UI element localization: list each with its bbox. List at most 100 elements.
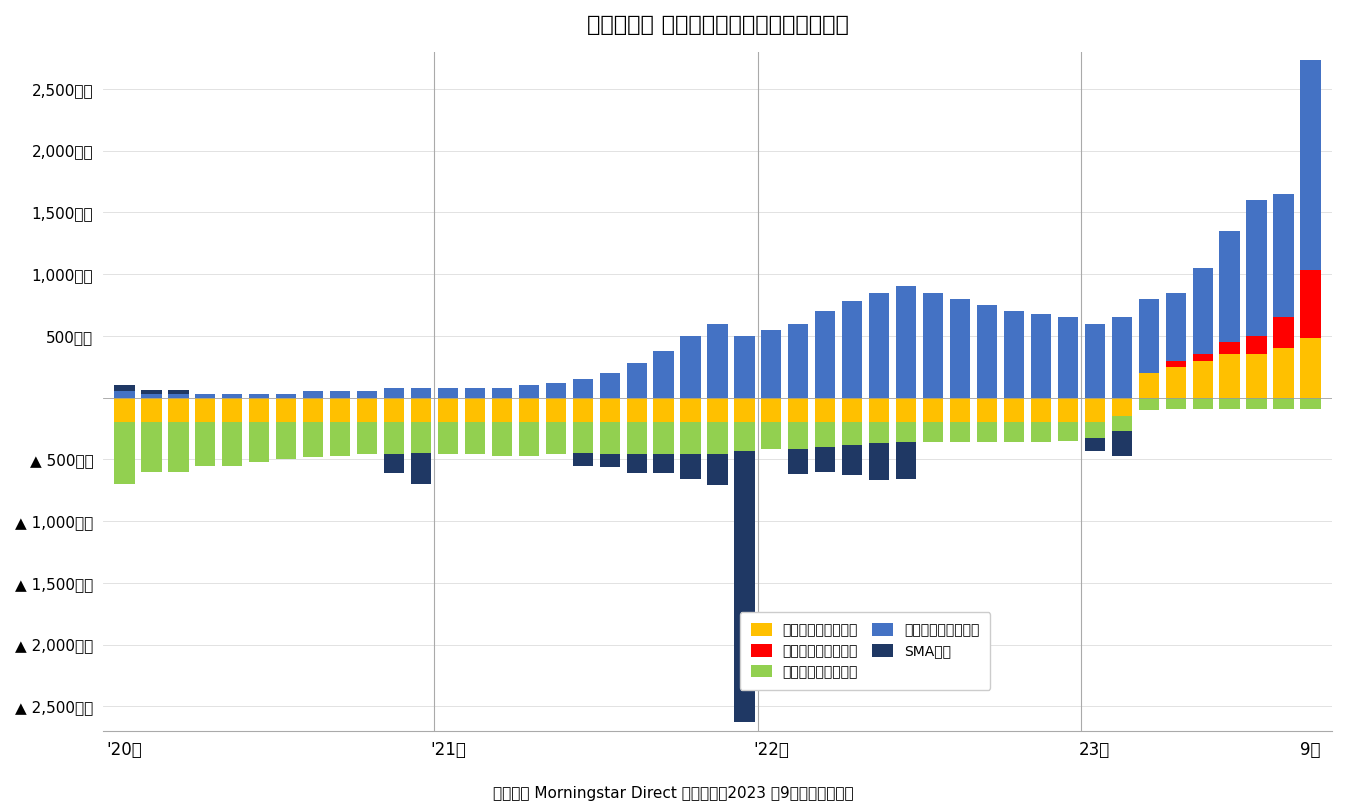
Bar bbox=[141, 394, 162, 397]
Bar bbox=[734, 397, 754, 422]
Bar bbox=[842, 301, 862, 397]
Bar bbox=[599, 455, 620, 467]
Bar bbox=[114, 397, 135, 422]
Bar bbox=[869, 397, 889, 422]
Bar bbox=[761, 422, 781, 450]
Title: 【図表４】 外国債券ファンドの資金流出入: 【図表４】 外国債券ファンドの資金流出入 bbox=[586, 15, 849, 35]
Bar bbox=[168, 394, 189, 397]
Bar bbox=[680, 455, 700, 479]
Bar bbox=[950, 422, 970, 442]
Bar bbox=[357, 422, 377, 455]
Bar bbox=[950, 397, 970, 422]
Bar bbox=[114, 422, 135, 484]
Bar bbox=[734, 451, 754, 722]
Bar bbox=[438, 388, 458, 397]
Bar bbox=[653, 455, 674, 473]
Bar bbox=[1219, 342, 1239, 355]
Bar bbox=[896, 397, 916, 422]
Bar bbox=[249, 422, 269, 462]
Bar bbox=[815, 447, 835, 472]
Bar bbox=[438, 397, 458, 422]
Bar bbox=[492, 397, 512, 422]
Bar bbox=[411, 422, 431, 453]
Bar bbox=[330, 397, 350, 422]
Bar bbox=[1300, 271, 1320, 339]
Bar bbox=[195, 394, 216, 397]
Bar bbox=[330, 422, 350, 455]
Bar bbox=[572, 379, 593, 397]
Bar bbox=[842, 422, 862, 445]
Bar bbox=[1084, 422, 1105, 438]
Bar bbox=[599, 422, 620, 455]
Bar bbox=[384, 455, 404, 473]
Bar bbox=[1111, 318, 1131, 397]
Bar bbox=[707, 397, 727, 422]
Bar bbox=[1030, 314, 1051, 397]
Bar bbox=[653, 351, 674, 397]
Bar bbox=[1111, 397, 1131, 416]
Bar bbox=[195, 397, 216, 422]
Bar bbox=[1246, 200, 1266, 336]
Bar bbox=[788, 450, 808, 474]
Bar bbox=[761, 330, 781, 397]
Bar bbox=[519, 397, 539, 422]
Bar bbox=[896, 442, 916, 479]
Legend: ヘッジなし（既設）, ヘッジなし（新設）, ヘッジあり（既設）, ヘッジあり（新設）, SMA専用: ヘッジなし（既設）, ヘッジなし（新設）, ヘッジあり（既設）, ヘッジあり（新… bbox=[740, 612, 990, 690]
Bar bbox=[546, 422, 566, 455]
Bar bbox=[1057, 397, 1078, 422]
Bar bbox=[249, 397, 269, 422]
Bar bbox=[1192, 268, 1212, 355]
Bar bbox=[384, 422, 404, 455]
Bar bbox=[114, 392, 135, 397]
Bar bbox=[141, 422, 162, 472]
Bar bbox=[599, 397, 620, 422]
Bar bbox=[977, 305, 997, 397]
Bar bbox=[680, 422, 700, 455]
Bar bbox=[1192, 397, 1212, 409]
Bar bbox=[519, 385, 539, 397]
Bar bbox=[842, 397, 862, 422]
Bar bbox=[734, 422, 754, 451]
Bar bbox=[815, 397, 835, 422]
Bar bbox=[168, 397, 189, 422]
Bar bbox=[303, 397, 323, 422]
Bar bbox=[1138, 397, 1158, 410]
Bar bbox=[923, 293, 943, 397]
Bar bbox=[1084, 397, 1105, 422]
Bar bbox=[923, 397, 943, 422]
Bar bbox=[1030, 397, 1051, 422]
Bar bbox=[1246, 336, 1266, 355]
Bar bbox=[1111, 416, 1131, 431]
Bar bbox=[1030, 422, 1051, 442]
Bar bbox=[1165, 397, 1185, 409]
Bar bbox=[411, 388, 431, 397]
Bar bbox=[788, 397, 808, 422]
Bar bbox=[572, 397, 593, 422]
Bar bbox=[249, 394, 269, 397]
Text: （資料） Morningstar Direct より作成。2023 年9月のみ推計値。: （資料） Morningstar Direct より作成。2023 年9月のみ推… bbox=[493, 786, 854, 801]
Bar bbox=[1273, 348, 1293, 397]
Bar bbox=[492, 422, 512, 455]
Bar bbox=[761, 397, 781, 422]
Bar bbox=[869, 422, 889, 443]
Bar bbox=[438, 422, 458, 455]
Bar bbox=[977, 397, 997, 422]
Bar bbox=[1192, 360, 1212, 397]
Bar bbox=[1004, 422, 1024, 442]
Bar bbox=[653, 397, 674, 422]
Bar bbox=[1057, 318, 1078, 397]
Bar bbox=[680, 336, 700, 397]
Bar bbox=[950, 299, 970, 397]
Bar bbox=[384, 397, 404, 422]
Bar bbox=[1165, 367, 1185, 397]
Bar bbox=[1004, 397, 1024, 422]
Bar bbox=[1192, 355, 1212, 360]
Bar bbox=[276, 422, 296, 459]
Bar bbox=[1300, 60, 1320, 271]
Bar bbox=[384, 388, 404, 397]
Bar bbox=[195, 422, 216, 466]
Bar bbox=[357, 392, 377, 397]
Bar bbox=[1111, 431, 1131, 455]
Bar bbox=[492, 388, 512, 397]
Bar bbox=[1165, 293, 1185, 360]
